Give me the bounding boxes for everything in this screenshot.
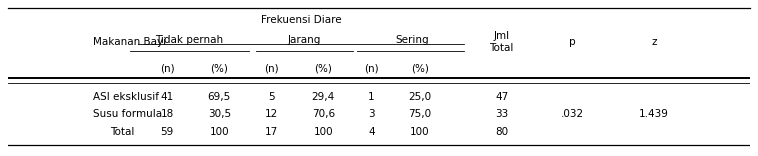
Text: .032: .032: [561, 109, 584, 119]
Text: 59: 59: [161, 127, 174, 137]
Text: (n): (n): [365, 64, 379, 74]
Text: 100: 100: [209, 127, 229, 137]
Text: Susu formula: Susu formula: [93, 109, 162, 119]
Text: 33: 33: [495, 109, 508, 119]
Text: (%): (%): [211, 64, 228, 74]
Text: (n): (n): [264, 64, 279, 74]
Text: Makanan Bayi: Makanan Bayi: [93, 37, 166, 47]
Text: 4: 4: [368, 127, 375, 137]
Text: 47: 47: [495, 92, 508, 102]
Text: 30,5: 30,5: [208, 109, 231, 119]
Text: Tidak pernah: Tidak pernah: [155, 35, 224, 45]
Text: 75,0: 75,0: [409, 109, 431, 119]
Text: 29,4: 29,4: [312, 92, 335, 102]
Text: Jml
Total: Jml Total: [490, 32, 514, 53]
Text: Total: Total: [111, 127, 135, 137]
Text: 5: 5: [268, 92, 274, 102]
Text: Sering: Sering: [396, 35, 429, 45]
Text: 69,5: 69,5: [208, 92, 231, 102]
Text: (n): (n): [160, 64, 174, 74]
Text: p: p: [568, 37, 575, 47]
Text: z: z: [651, 37, 656, 47]
Text: Frekuensi Diare: Frekuensi Diare: [261, 15, 341, 25]
Text: 12: 12: [265, 109, 278, 119]
Text: 100: 100: [314, 127, 333, 137]
Text: 1.439: 1.439: [639, 109, 669, 119]
Text: 100: 100: [410, 127, 430, 137]
Text: 70,6: 70,6: [312, 109, 335, 119]
Text: 25,0: 25,0: [409, 92, 431, 102]
Text: 41: 41: [161, 92, 174, 102]
Text: (%): (%): [315, 64, 332, 74]
Text: (%): (%): [411, 64, 429, 74]
Text: 18: 18: [161, 109, 174, 119]
Text: ASI eksklusif: ASI eksklusif: [93, 92, 159, 102]
Text: 3: 3: [368, 109, 375, 119]
Text: 1: 1: [368, 92, 375, 102]
Text: 80: 80: [495, 127, 508, 137]
Text: Jarang: Jarang: [288, 35, 321, 45]
Text: 17: 17: [265, 127, 278, 137]
